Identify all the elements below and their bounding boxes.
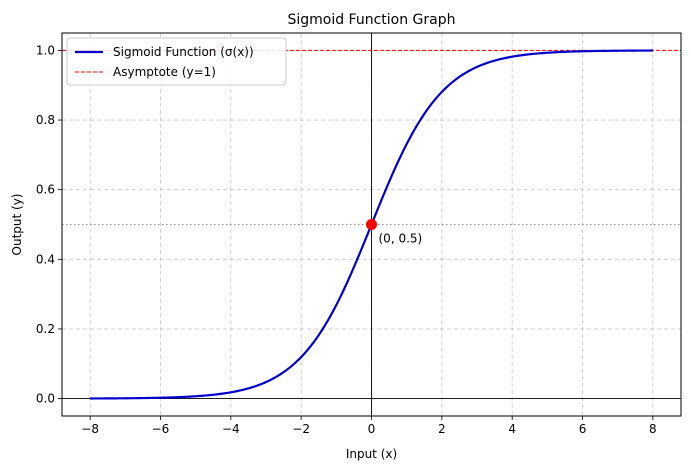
x-tick-label: −8	[81, 422, 99, 436]
y-tick-label: 0.8	[36, 113, 55, 127]
x-tick-label: −2	[292, 422, 310, 436]
highlight-point	[366, 219, 377, 230]
x-tick-label: −6	[152, 422, 170, 436]
legend-entry-asymptote: Asymptote (y=1)	[113, 65, 216, 79]
y-tick-label: 1.0	[36, 43, 55, 57]
axis-ticks: −8 −6 −4 −2 0 2 4 6 8 0.0 0.2 0.4 0.6 0.8 1.0	[36, 43, 657, 436]
x-tick-label: 0	[368, 422, 376, 436]
y-tick-label: 0.0	[36, 392, 55, 406]
legend-box	[66, 37, 287, 86]
series-layer: (0, 0.5)	[62, 49, 681, 400]
legend: Sigmoid Function (σ(x)) Asymptote (y=1)	[66, 37, 287, 86]
x-tick-label: −4	[222, 422, 240, 436]
y-tick-label: 0.4	[36, 252, 55, 266]
y-tick-label: 0.6	[36, 183, 55, 197]
x-tick-label: 4	[508, 422, 516, 436]
chart-title: Sigmoid Function Graph	[287, 12, 455, 28]
x-axis-label: Input (x)	[346, 447, 397, 461]
highlight-point-label: (0, 0.5)	[379, 232, 423, 246]
y-tick-label: 0.2	[36, 322, 55, 336]
x-tick-label: 8	[649, 422, 657, 436]
plot-frame	[61, 32, 682, 417]
x-tick-label: 2	[438, 422, 446, 436]
legend-entry-sigmoid: Sigmoid Function (σ(x))	[113, 45, 254, 59]
y-axis-label: Output (y)	[10, 194, 24, 256]
x-tick-label: 6	[579, 422, 587, 436]
